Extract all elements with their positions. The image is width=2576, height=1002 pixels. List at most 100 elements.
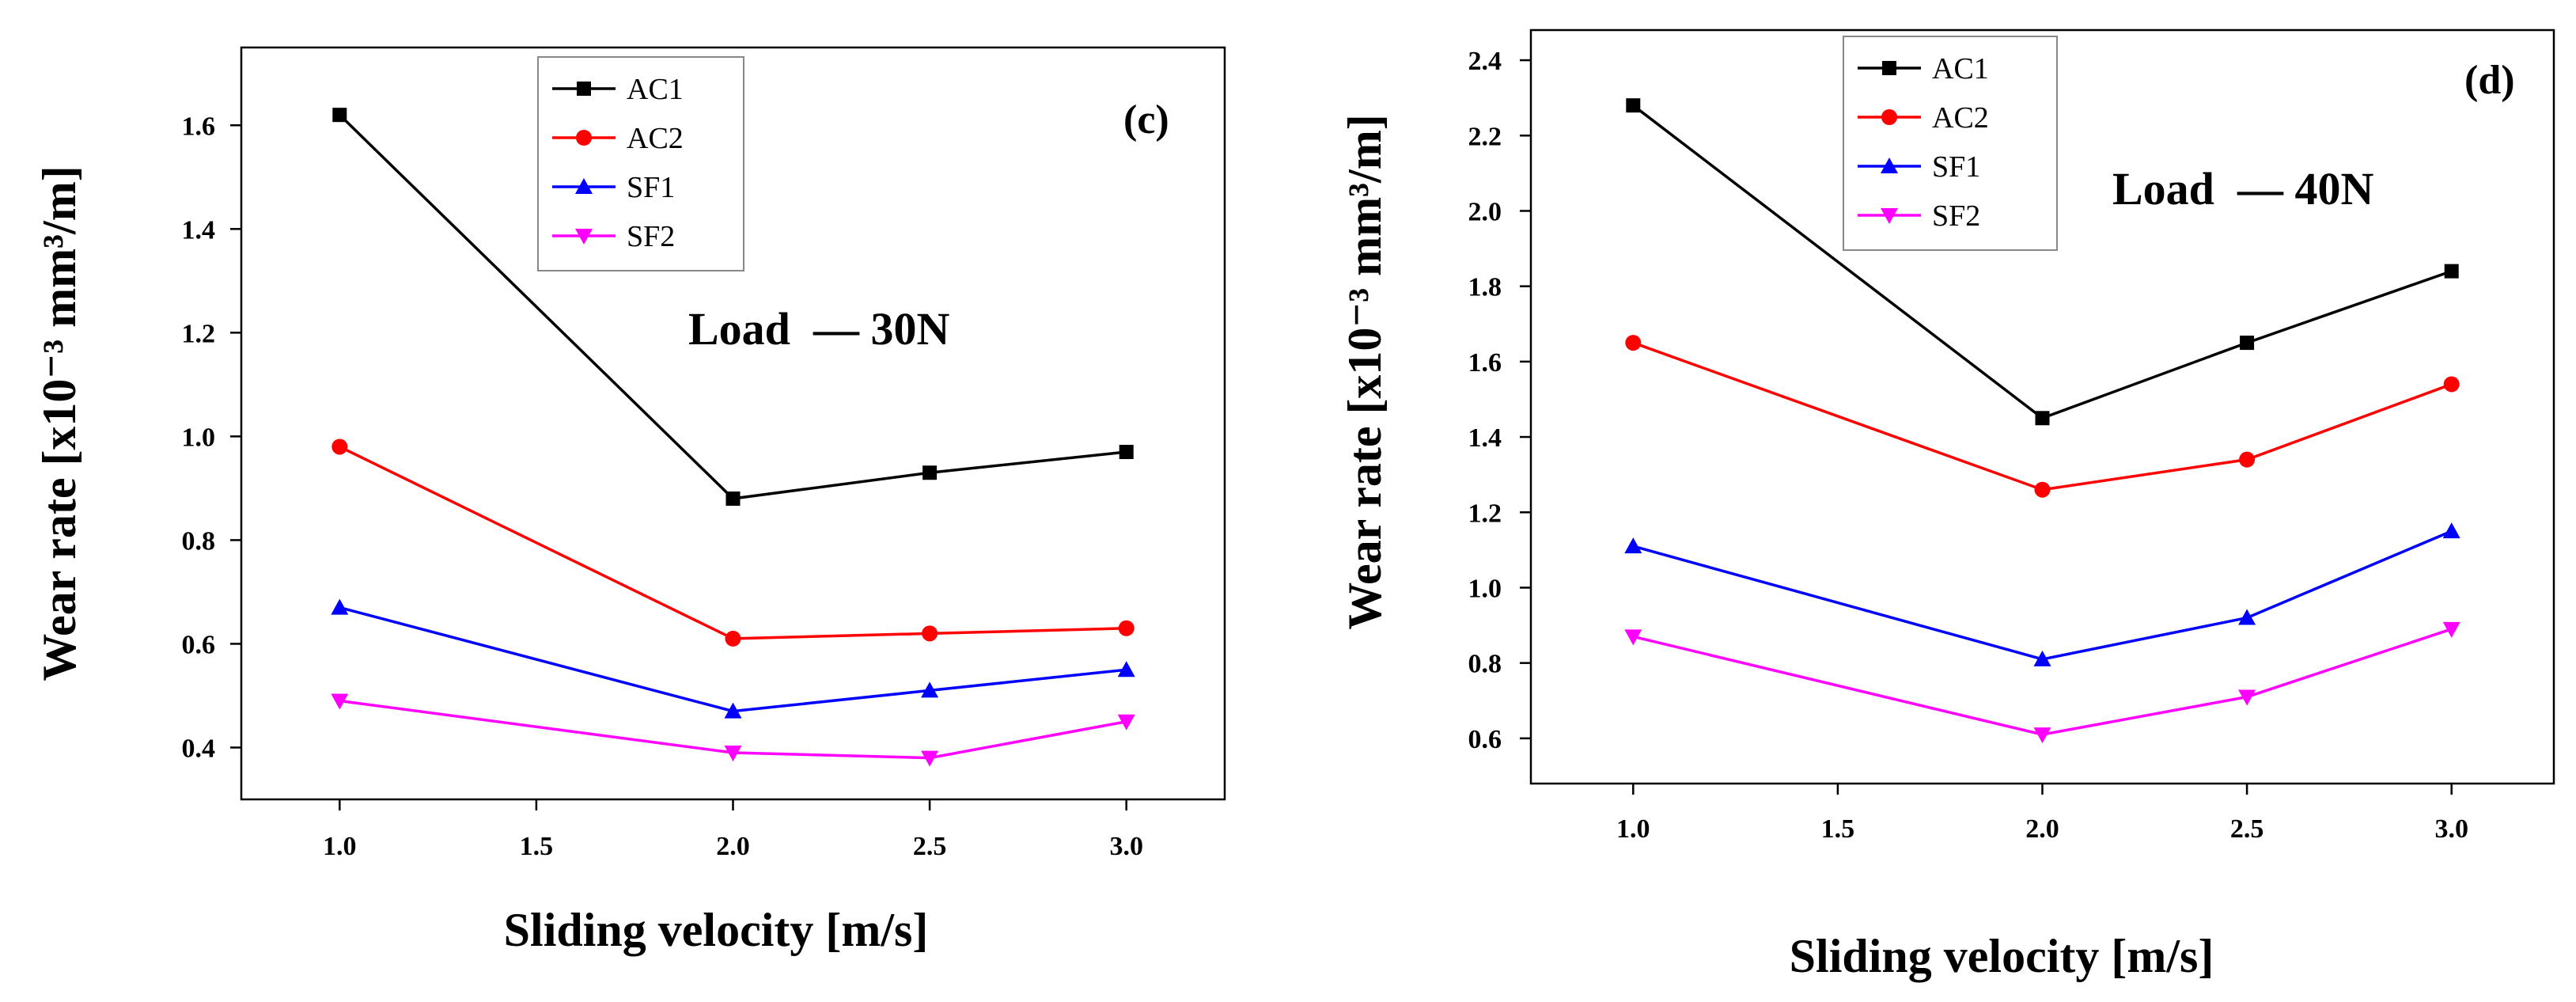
data-point xyxy=(921,750,939,767)
x-tick-label: 2.5 xyxy=(2230,814,2264,844)
x-axis-title: Sliding velocity [m/s] xyxy=(1790,930,2214,982)
y-tick-label: 1.0 xyxy=(1468,574,1502,603)
legend-label: AC2 xyxy=(627,122,684,155)
series-ac1 xyxy=(332,108,1134,506)
series-line-ac1 xyxy=(339,113,1127,500)
data-point xyxy=(2033,650,2051,666)
data-point xyxy=(1119,445,1134,460)
data-point xyxy=(1117,714,1135,731)
legend-label: SF1 xyxy=(1932,150,1980,184)
data-point xyxy=(2239,451,2256,468)
data-point xyxy=(2444,264,2459,279)
data-point xyxy=(1625,335,1642,351)
data-point xyxy=(331,438,348,455)
x-tick-label: 2.5 xyxy=(913,832,947,861)
y-tick-label: 1.8 xyxy=(1468,273,1502,302)
data-point xyxy=(724,702,742,719)
chart-panel-c: 1.0 1.5 2.0 2.5 3.0 0.4 0.6 0.8 1.0 1.2 1.4 1.6 AC1 A… xyxy=(33,46,1226,956)
y-tick-label: 0.4 xyxy=(182,734,216,763)
data-point xyxy=(921,681,939,698)
y-tick-label: 1.6 xyxy=(182,112,216,141)
series-sf1 xyxy=(1624,522,2460,666)
series-line-sf2 xyxy=(1632,628,2453,736)
data-point xyxy=(2035,411,2050,426)
y-tick-label: 1.6 xyxy=(1468,348,1502,378)
series-sf2 xyxy=(1624,621,2460,744)
series-line-sf2 xyxy=(339,699,1127,760)
data-point xyxy=(1626,98,1641,113)
x-tick-label: 1.0 xyxy=(323,832,357,861)
y-tick-label: 0.8 xyxy=(1468,650,1502,679)
data-point xyxy=(922,465,938,480)
legend-label: AC2 xyxy=(1932,101,1989,135)
series-sf2 xyxy=(331,693,1135,767)
series-ac1 xyxy=(1626,98,2459,426)
load-annotation: Load — 30N xyxy=(688,303,949,355)
chart-panel-d: 1.0 1.5 2.0 2.5 3.0 0.6 0.8 1.0 1.2 1.4 1.6 1.8 2.0 2… xyxy=(1339,28,2555,982)
y-axis-title: Wear rate [x10⁻³ mm³/m] xyxy=(1339,114,1391,629)
data-point xyxy=(1624,629,1642,646)
y-tick-label: 0.6 xyxy=(1468,725,1502,754)
legend-label: AC1 xyxy=(627,73,684,106)
series-ac2 xyxy=(1625,335,2460,498)
data-point xyxy=(332,108,347,123)
data-point xyxy=(2240,336,2255,351)
legend-marker xyxy=(575,229,593,245)
panel-label: (d) xyxy=(2464,58,2515,103)
legend-marker xyxy=(577,82,591,96)
legend-marker xyxy=(575,178,593,194)
panel-label: (c) xyxy=(1123,97,1169,142)
x-tick-label: 1.0 xyxy=(1616,814,1650,844)
legend-marker xyxy=(576,130,592,146)
y-tick-label: 2.0 xyxy=(1468,197,1502,226)
legend-label: AC1 xyxy=(1932,52,1989,85)
data-point xyxy=(331,598,349,615)
series-ac2 xyxy=(331,438,1135,647)
legend-marker xyxy=(1881,158,1898,173)
y-tick-label: 2.2 xyxy=(1468,122,1502,151)
y-tick-label: 1.0 xyxy=(182,423,216,452)
x-tick-label: 3.0 xyxy=(2434,814,2468,844)
x-axis-title: Sliding velocity [m/s] xyxy=(504,904,929,956)
data-point xyxy=(2034,481,2051,498)
y-tick-label: 1.4 xyxy=(1468,423,1502,453)
series-line-ac2 xyxy=(1632,341,2453,492)
data-point xyxy=(725,492,741,506)
y-tick-label: 1.2 xyxy=(182,319,216,348)
data-point xyxy=(922,625,938,642)
data-point xyxy=(2238,689,2256,706)
data-point xyxy=(724,746,742,762)
legend-label: SF2 xyxy=(1932,199,1980,233)
series-line-sf1 xyxy=(1632,529,2453,661)
x-tick-label: 2.0 xyxy=(2025,814,2059,844)
data-point xyxy=(2442,522,2460,539)
load-annotation: Load — 40N xyxy=(2112,163,2373,214)
y-tick-label: 1.2 xyxy=(1468,499,1502,528)
data-point xyxy=(2442,621,2460,638)
x-tick-label: 2.0 xyxy=(716,832,750,861)
legend-marker xyxy=(1881,109,1897,125)
x-tick-label: 1.5 xyxy=(520,832,554,861)
x-tick-label: 3.0 xyxy=(1109,832,1143,861)
data-point xyxy=(1118,620,1135,636)
series-line-ac2 xyxy=(339,445,1127,640)
legend-marker xyxy=(1882,61,1896,75)
y-tick-label: 0.8 xyxy=(182,526,216,556)
data-point xyxy=(2238,609,2256,625)
data-point xyxy=(2033,727,2051,744)
legend-marker xyxy=(1881,208,1898,224)
data-point xyxy=(1117,661,1135,677)
y-axis-title: Wear rate [x10⁻³ mm³/m] xyxy=(33,165,85,681)
y-tick-label: 1.4 xyxy=(182,215,216,245)
y-tick-label: 0.6 xyxy=(182,630,216,659)
data-point xyxy=(1624,537,1642,554)
series-line-sf1 xyxy=(339,605,1127,713)
y-tick-label: 2.4 xyxy=(1468,47,1502,76)
x-tick-label: 1.5 xyxy=(1821,814,1855,844)
series-sf1 xyxy=(331,598,1135,719)
series-line-ac1 xyxy=(1632,104,2453,420)
legend-label: SF2 xyxy=(627,220,675,253)
legend-label: SF1 xyxy=(627,171,675,204)
data-point xyxy=(725,630,741,647)
